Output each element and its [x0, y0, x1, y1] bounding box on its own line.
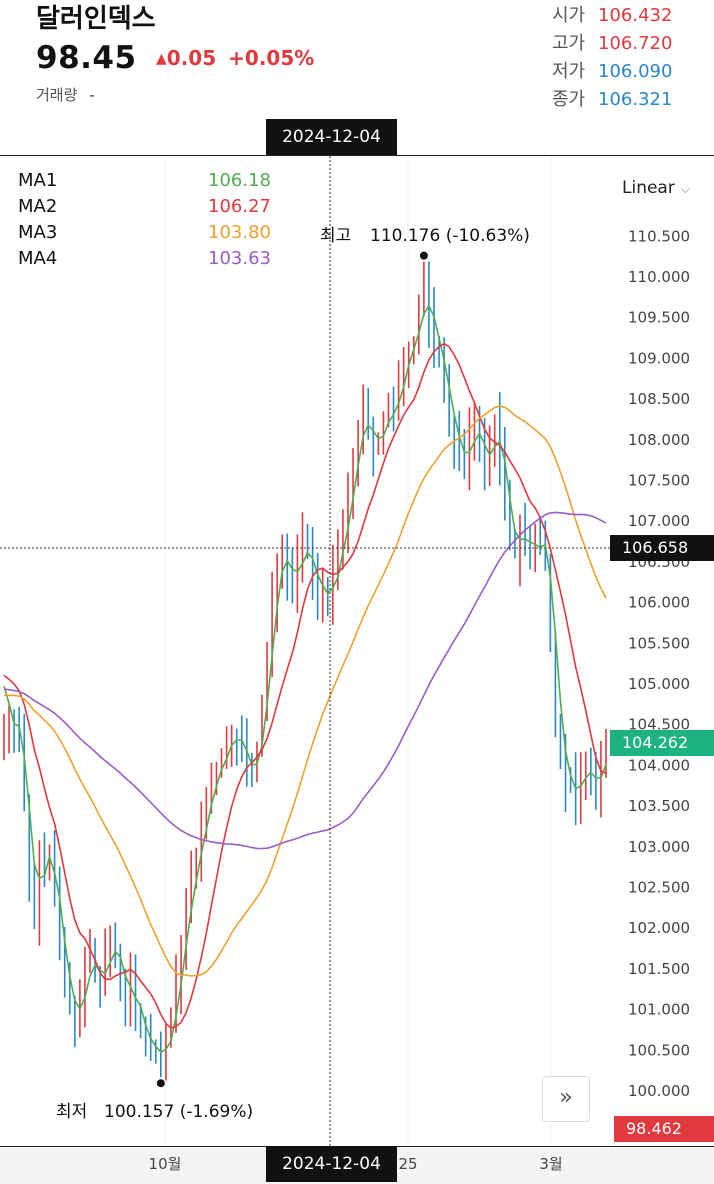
- ohlc-close: 종가 106.321: [552, 85, 672, 111]
- y-tick-label: 105.000: [628, 675, 690, 693]
- y-tick-label: 103.500: [628, 797, 690, 815]
- high-annotation-value: 110.176 (-10.63%): [370, 226, 530, 246]
- volume-info: 거래량 -: [36, 84, 95, 105]
- y-tick-label: 108.000: [628, 431, 690, 449]
- low-annotation-label: 최저: [56, 1102, 87, 1122]
- y-tick-label: 102.000: [628, 919, 690, 937]
- y-tick-label: 102.500: [628, 879, 690, 897]
- y-tick-label: 100.500: [628, 1041, 690, 1059]
- ma1-line: [3, 304, 607, 1053]
- chevron-down-icon: ⌵: [680, 182, 690, 196]
- triangle-up-icon: ▲: [156, 51, 167, 67]
- ohlc-label: 종가: [552, 89, 586, 110]
- chart-top-border: [0, 155, 714, 156]
- current-price: 98.45: [36, 40, 137, 76]
- y-tick-label: 104.000: [628, 756, 690, 774]
- legend-name: MA1: [18, 170, 58, 191]
- ohlc-value: 106.720: [598, 33, 673, 54]
- x-tick-label: 10월: [149, 1155, 182, 1173]
- ma3-line: [3, 405, 607, 977]
- legend-name: MA4: [18, 248, 58, 269]
- ohlc-low: 저가 106.090: [552, 57, 672, 83]
- legend-ma2: MA2 106.27: [18, 196, 271, 217]
- legend-name: MA3: [18, 222, 58, 243]
- ohlc-label: 시가: [552, 5, 586, 26]
- y-tick-label: 109.500: [628, 309, 690, 327]
- legend-ma1: MA1 106.18: [18, 170, 271, 191]
- y-tick-label: 100.000: [628, 1082, 690, 1100]
- instrument-title: 달러인덱스: [36, 4, 156, 34]
- ohlc-value: 106.432: [598, 5, 673, 26]
- ohlc-label: 고가: [552, 33, 586, 54]
- y-tick-label: 108.500: [628, 390, 690, 408]
- ohlc-label: 저가: [552, 61, 586, 82]
- y-tick-label: 110.000: [628, 268, 690, 286]
- legend-value: 106.27: [208, 196, 271, 217]
- change-percent: +0.05%: [228, 46, 315, 70]
- y-tick-label: 107.500: [628, 472, 690, 490]
- last-price-tag: 98.462: [614, 1116, 714, 1142]
- legend-value: 106.18: [208, 170, 271, 191]
- crosshair-date-top: 2024-12-04: [266, 119, 397, 155]
- y-tick-label: 110.500: [628, 227, 690, 245]
- high-annotation-label: 최고: [320, 226, 351, 246]
- ma-last-value: 104.262: [622, 733, 689, 752]
- ohlc-high: 고가 106.720: [552, 29, 672, 55]
- ma2-line: [3, 342, 607, 1030]
- y-tick-label: 106.000: [628, 594, 690, 612]
- y-tick-label: 107.000: [628, 512, 690, 530]
- scale-mode-label: Linear: [622, 178, 675, 198]
- y-tick-label: 109.000: [628, 349, 690, 367]
- legend-value: 103.63: [208, 248, 271, 269]
- y-tick-label: 104.500: [628, 716, 690, 734]
- crosshair-date-bottom: 2024-12-04: [266, 1146, 397, 1182]
- y-tick-label: 101.500: [628, 960, 690, 978]
- ohlc-value: 106.321: [598, 89, 673, 110]
- x-tick-label: 25: [398, 1155, 417, 1173]
- last-price-value: 98.462: [626, 1119, 682, 1138]
- ma4-line: [3, 511, 607, 850]
- crosshair-price-tag: 106.658: [610, 535, 714, 561]
- crosshair-price: 106.658: [622, 538, 689, 557]
- ma-last-tag: 104.262: [610, 730, 714, 756]
- legend-value: 103.80: [208, 222, 271, 243]
- ohlc-value: 106.090: [598, 61, 673, 82]
- change-value: 0.05: [166, 46, 217, 70]
- ohlc-open: 시가 106.432: [552, 1, 672, 27]
- legend-ma3: MA3 103.80: [18, 222, 271, 243]
- scale-mode-select[interactable]: Linear ⌵: [622, 178, 690, 198]
- legend-ma4: MA4 103.63: [18, 248, 271, 269]
- expand-chart-button[interactable]: »: [542, 1076, 590, 1122]
- high-marker-dot: [419, 251, 428, 260]
- price-change: ▲0.05 +0.05%: [156, 46, 314, 70]
- double-chevron-right-icon: »: [559, 1085, 573, 1110]
- legend-name: MA2: [18, 196, 58, 217]
- y-tick-label: 101.000: [628, 1001, 690, 1019]
- y-tick-label: 103.000: [628, 838, 690, 856]
- x-tick-label: 3월: [539, 1155, 562, 1173]
- y-tick-label: 105.500: [628, 634, 690, 652]
- low-annotation-value: 100.157 (-1.69%): [104, 1102, 253, 1122]
- volume-label: 거래량: [36, 86, 78, 104]
- low-marker-dot: [156, 1079, 165, 1088]
- volume-value: -: [89, 86, 95, 104]
